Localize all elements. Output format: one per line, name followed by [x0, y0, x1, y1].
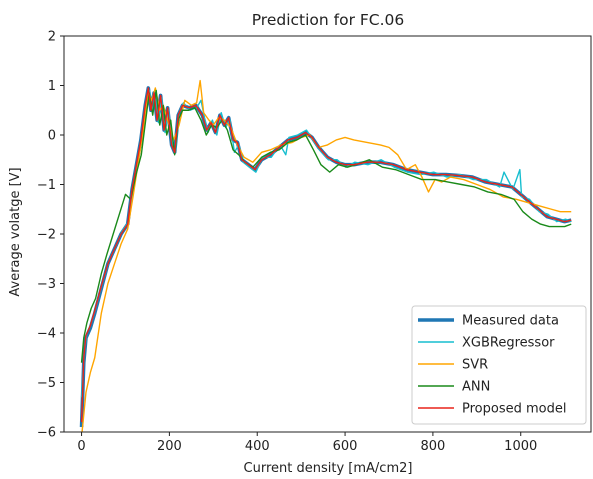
legend-label: XGBRegressor [462, 336, 555, 351]
plot-area: 0 200 400 600 800 1000 −6 −5 −4 −3 −2 −1 0 1 2 [37, 30, 592, 454]
x-tick-label: 0 [77, 439, 85, 454]
x-axis-label: Current density [mA/cm2] [244, 461, 413, 476]
x-tick-label: 800 [420, 439, 445, 454]
legend-label: SVR [462, 358, 488, 373]
legend-label: ANN [462, 380, 490, 395]
y-axis-label: Average volatge [V] [8, 167, 23, 296]
y-tick-label: −1 [37, 178, 56, 193]
y-tick-label: −5 [37, 376, 56, 391]
series-line-ann [80, 89, 572, 363]
y-tick-label: −4 [37, 327, 56, 342]
legend-label: Measured data [462, 314, 559, 329]
y-tick-label: −3 [37, 277, 56, 292]
x-tick-label: 1000 [504, 439, 537, 454]
legend: Measured data XGBRegressor SVR ANN Proposed … [411, 305, 587, 425]
y-tick-label: −2 [37, 228, 56, 243]
y-tick-label: 1 [48, 79, 56, 94]
legend-box [411, 305, 587, 425]
series-group [79, 79, 572, 432]
chart-title: Prediction for FC.06 [252, 11, 405, 29]
y-tick-label: 0 [48, 129, 56, 144]
series-line-svr [81, 79, 572, 432]
x-tick-label: 400 [245, 439, 270, 454]
x-tick-label: 600 [333, 439, 358, 454]
y-tick-label: 2 [48, 30, 56, 45]
legend-label: Proposed model [462, 402, 566, 417]
x-tick-label: 200 [157, 439, 182, 454]
series-line-proposed-model [80, 87, 572, 423]
y-tick-label: −6 [37, 426, 56, 441]
